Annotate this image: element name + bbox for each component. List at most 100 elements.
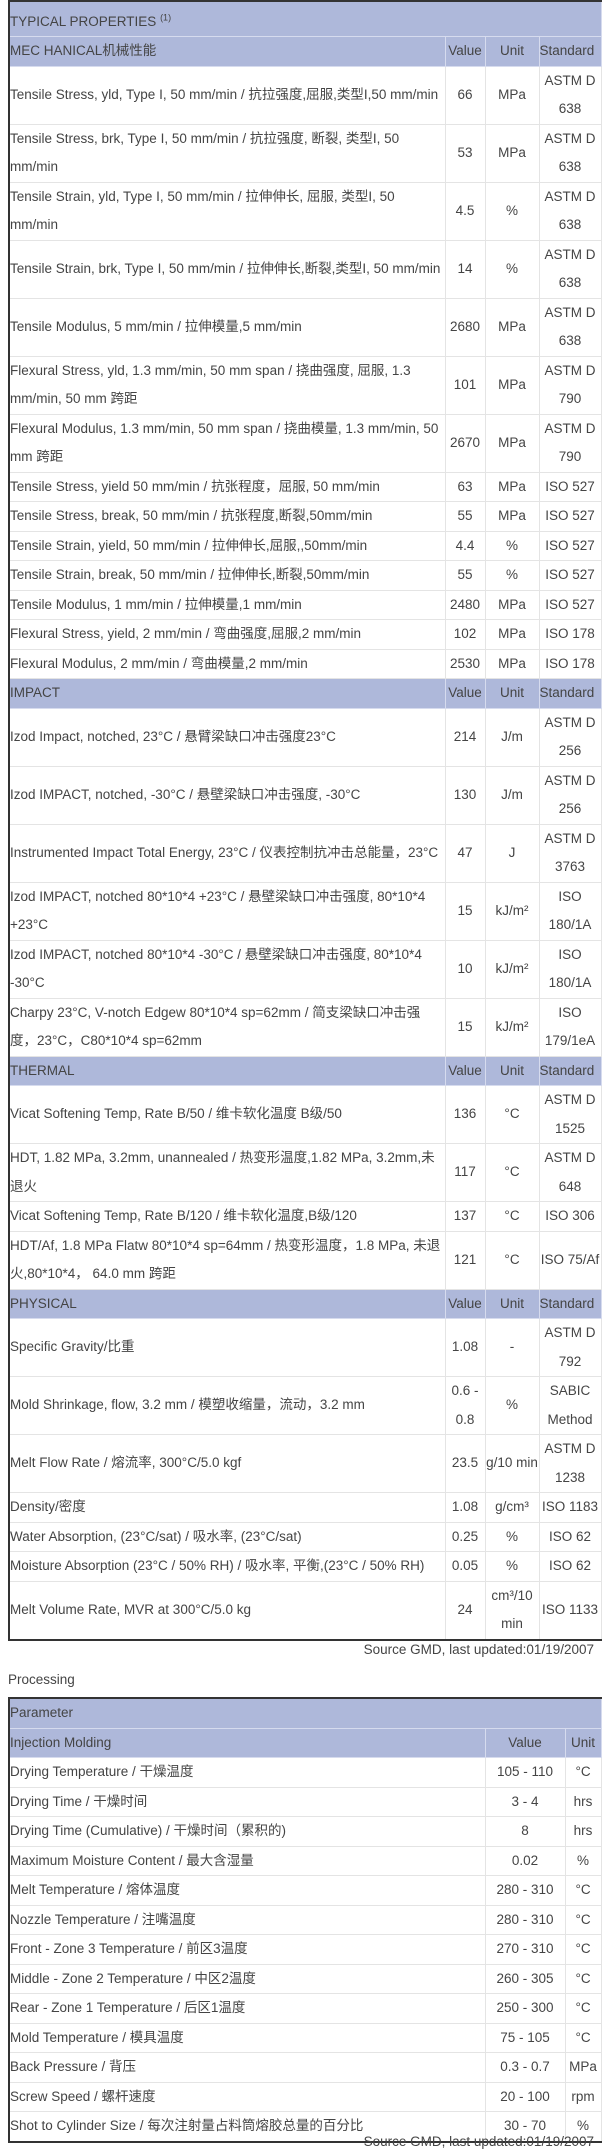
section-header-row: THERMAL Value Unit Standard — [8, 1055, 602, 1086]
property-name: Tensile Strain, brk, Type I, 50 mm/min /… — [8, 239, 446, 299]
property-row: Tensile Stress, yield 50 mm/min / 抗张程度，屈… — [8, 471, 602, 502]
property-name: Tensile Strain, break, 50 mm/min / 拉伸伸长,… — [8, 560, 446, 591]
property-name: Tensile Strain, yield, 50 mm/min / 拉伸伸长,… — [8, 530, 446, 561]
property-row: Tensile Stress, break, 50 mm/min / 抗张程度,… — [8, 501, 602, 532]
property-row: Izod IMPACT, notched 80*10*4 -30°C / 悬壁梁… — [8, 939, 602, 999]
property-standard: ISO 62 — [538, 1551, 602, 1582]
parameter-value: 3 - 4 — [484, 1786, 566, 1817]
property-value: 2670 — [444, 413, 486, 473]
section-header-row: IMPACT Value Unit Standard — [8, 678, 602, 709]
property-value: 0.25 — [444, 1521, 486, 1552]
section-title: THERMAL — [8, 1055, 446, 1086]
property-unit: MPa — [484, 471, 540, 502]
property-row: Tensile Strain, break, 50 mm/min / 拉伸伸长,… — [8, 560, 602, 591]
property-name: Moisture Absorption (23°C / 50% RH) / 吸水… — [8, 1551, 446, 1582]
property-value: 24 — [444, 1580, 486, 1640]
property-name: Izod IMPACT, notched 80*10*4 -30°C / 悬壁梁… — [8, 939, 446, 999]
property-row: Instrumented Impact Total Energy, 23°C /… — [8, 823, 602, 883]
parameter-name: Shot to Cylinder Size / 每次注射量占料筒熔胶总量的百分比 — [8, 2111, 486, 2142]
property-row: Flexural Modulus, 1.3 mm/min, 50 mm span… — [8, 413, 602, 473]
property-name: Melt Volume Rate, MVR at 300°C/5.0 kg — [8, 1580, 446, 1640]
footnote-marker: (1) — [160, 12, 172, 22]
processing-row: Middle - Zone 2 Temperature / 中区2温度 260 -… — [8, 1963, 602, 1994]
parameter-value: 8 — [484, 1816, 566, 1847]
property-unit: MPa — [484, 648, 540, 679]
processing-row: Drying Temperature / 干燥温度 105 - 110 °C — [8, 1757, 602, 1788]
property-standard: ISO 306 — [538, 1201, 602, 1232]
property-value: 2680 — [444, 297, 486, 357]
property-value: 15 — [444, 997, 486, 1057]
property-standard: ASTM D 638 — [538, 123, 602, 183]
processing-row: Drying Time / 干燥时间 3 - 4 hrs — [8, 1786, 602, 1817]
property-row: Density/密度 1.08 g/cm³ ISO 1183 — [8, 1492, 602, 1523]
property-unit: MPa — [484, 355, 540, 415]
property-unit: J/m — [484, 707, 540, 767]
property-unit: MPa — [484, 589, 540, 620]
property-unit: % — [484, 239, 540, 299]
value-column-header: Value — [444, 36, 486, 67]
processing-row: Screw Speed / 螺杆速度 20 - 100 rpm — [8, 2081, 602, 2112]
property-value: 2530 — [444, 648, 486, 679]
property-unit: J/m — [484, 765, 540, 825]
property-value: 0.05 — [444, 1551, 486, 1582]
property-unit: g/10 min — [484, 1434, 540, 1493]
property-standard: ASTM D 638 — [538, 239, 602, 299]
processing-header-row: Parameter — [8, 1697, 602, 1729]
properties-title: TYPICAL PROPERTIES (1) — [8, 0, 602, 37]
processing-label: Processing — [8, 1672, 75, 1687]
standard-column-header: Standard — [538, 1288, 602, 1319]
property-name: Izod Impact, notched, 23°C / 悬臂梁缺口冲击强度23… — [8, 707, 446, 767]
property-standard: ISO 527 — [538, 530, 602, 561]
property-standard: ASTM D 790 — [538, 413, 602, 473]
property-name: Tensile Stress, yield 50 mm/min / 抗张程度，屈… — [8, 471, 446, 502]
property-name: Tensile Modulus, 5 mm/min / 拉伸模量,5 mm/mi… — [8, 297, 446, 357]
parameter-value: 270 - 310 — [484, 1934, 566, 1965]
property-standard: ISO 527 — [538, 471, 602, 502]
property-row: Izod IMPACT, notched, -30°C / 悬壁梁缺口冲击强度,… — [8, 765, 602, 825]
value-column-header: Value — [484, 1727, 566, 1758]
property-name: Instrumented Impact Total Energy, 23°C /… — [8, 823, 446, 883]
property-row: Tensile Stress, brk, Type I, 50 mm/min /… — [8, 123, 602, 183]
parameter-unit: °C — [564, 1875, 602, 1906]
property-unit: °C — [484, 1201, 540, 1232]
standard-column-header: Standard — [538, 678, 602, 709]
property-value: 101 — [444, 355, 486, 415]
property-row: Vicat Softening Temp, Rate B/50 / 维卡软化温度… — [8, 1085, 602, 1144]
property-row: HDT, 1.82 MPa, 3.2mm, unannealed / 热变形温度… — [8, 1143, 602, 1202]
property-name: Izod IMPACT, notched, -30°C / 悬壁梁缺口冲击强度,… — [8, 765, 446, 825]
parameter-name: Drying Time / 干燥时间 — [8, 1786, 486, 1817]
property-row: Charpy 23°C, V-notch Edgew 80*10*4 sp=62… — [8, 997, 602, 1057]
property-unit: % — [484, 1521, 540, 1552]
property-standard: ASTM D 1525 — [538, 1085, 602, 1144]
property-standard: ASTM D 256 — [538, 707, 602, 767]
property-name: Flexural Modulus, 1.3 mm/min, 50 mm span… — [8, 413, 446, 473]
property-standard: ISO 62 — [538, 1521, 602, 1552]
parameter-value: 0.02 — [484, 1845, 566, 1876]
property-name: Water Absorption, (23°C/sat) / 吸水率, (23°… — [8, 1521, 446, 1552]
parameter-unit: °C — [564, 1934, 602, 1965]
property-row: Tensile Strain, brk, Type I, 50 mm/min /… — [8, 239, 602, 299]
property-row: Izod Impact, notched, 23°C / 悬臂梁缺口冲击强度23… — [8, 707, 602, 767]
property-value: 55 — [444, 560, 486, 591]
processing-source-note: Source GMD, last updated:01/19/2007 — [363, 2134, 594, 2149]
injection-molding-header: Injection Molding — [8, 1727, 486, 1758]
property-unit: % — [484, 560, 540, 591]
property-value: 214 — [444, 707, 486, 767]
property-standard: ASTM D 790 — [538, 355, 602, 415]
property-standard: ISO 1183 — [538, 1492, 602, 1523]
property-row: Tensile Stress, yld, Type I, 50 mm/min /… — [8, 65, 602, 125]
property-name: Vicat Softening Temp, Rate B/120 / 维卡软化温… — [8, 1201, 446, 1232]
property-unit: J — [484, 823, 540, 883]
property-row: Vicat Softening Temp, Rate B/120 / 维卡软化温… — [8, 1201, 602, 1232]
typical-properties-table: TYPICAL PROPERTIES (1) MEC HANICAL机械性能 Va… — [8, 0, 602, 1641]
property-standard: ISO 178 — [538, 619, 602, 650]
property-name: Density/密度 — [8, 1492, 446, 1523]
property-standard: SABIC Method — [538, 1376, 602, 1435]
property-value: 63 — [444, 471, 486, 502]
property-unit: % — [484, 1551, 540, 1582]
parameter-name: Maximum Moisture Content / 最大含湿量 — [8, 1845, 486, 1876]
property-unit: °C — [484, 1143, 540, 1202]
section-header-row: MEC HANICAL机械性能 Value Unit Standard — [8, 36, 602, 67]
parameter-value: 280 - 310 — [484, 1904, 566, 1935]
value-column-header: Value — [444, 1055, 486, 1086]
